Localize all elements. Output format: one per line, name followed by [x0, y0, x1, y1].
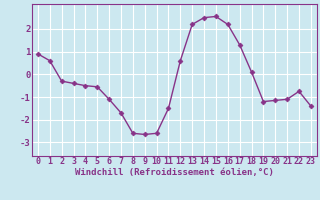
X-axis label: Windchill (Refroidissement éolien,°C): Windchill (Refroidissement éolien,°C) [75, 168, 274, 177]
